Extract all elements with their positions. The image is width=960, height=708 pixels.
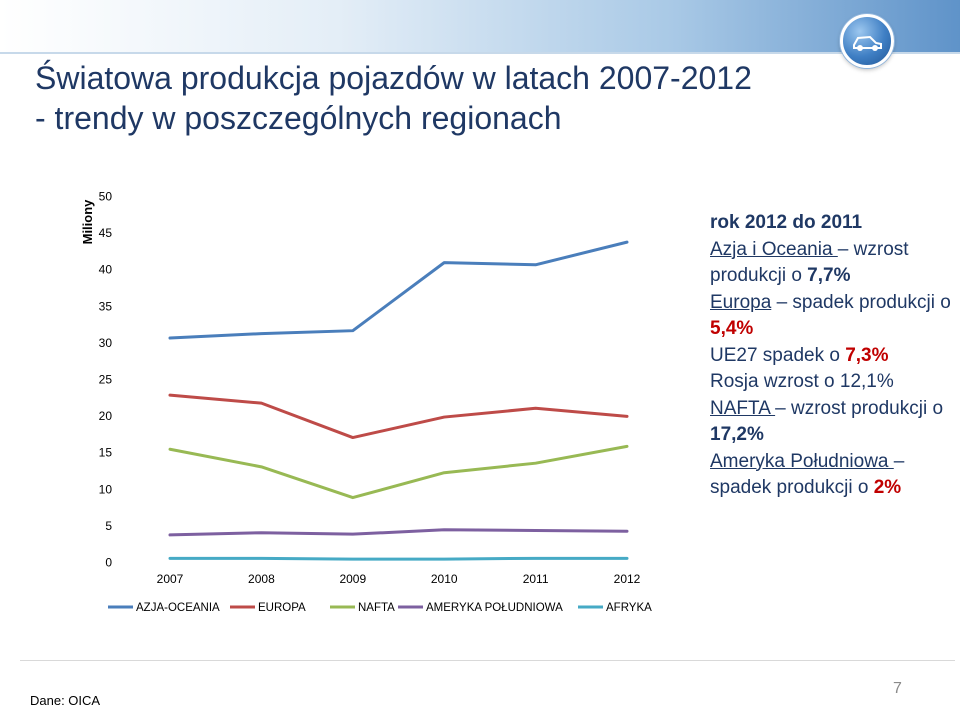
- summary-azja-rest: wzrost produkcji o: [710, 238, 909, 287]
- legend-label: AMERYKA POŁUDNIOWA: [426, 602, 563, 614]
- y-tick-label: 35: [99, 299, 113, 313]
- series-line: [168, 528, 629, 537]
- summary-azja-dash: –: [837, 238, 849, 260]
- footer-divider: [20, 660, 955, 661]
- summary-ameryka: Ameryka Południowa – spadek produkcji o …: [710, 449, 955, 502]
- x-tick-label: 2011: [523, 572, 549, 586]
- summary-europa-pct: 5,4%: [710, 318, 754, 339]
- summary-europa-rest: spadek produkcji o: [787, 291, 951, 313]
- top-banner: [0, 0, 960, 52]
- slide-title-line-2: - trendy w poszczególnych regionach: [35, 100, 562, 136]
- summary-azja-name: Azja i Oceania: [710, 238, 838, 260]
- summary-nafta-name: NAFTA: [710, 397, 776, 419]
- series-line: [168, 444, 629, 500]
- summary-ue27-text: UE27 spadek o: [710, 344, 846, 366]
- summary-nafta-rest: wzrost produkcji o: [785, 397, 944, 419]
- legend-label: EUROPA: [258, 602, 306, 614]
- y-tick-label: 20: [99, 409, 113, 423]
- y-axis-label: Miliony: [80, 199, 95, 245]
- summary-heading: rok 2012 do 2011: [710, 212, 863, 233]
- slide-title: Światowa produkcja pojazdów w latach 200…: [35, 58, 835, 138]
- y-tick-label: 40: [99, 263, 113, 277]
- summary-nafta-pct: 17,2%: [710, 424, 764, 445]
- legend-label: NAFTA: [358, 602, 395, 614]
- top-banner-divider: [0, 52, 960, 54]
- summary-rosja: Rosja wzrost o 12,1%: [710, 371, 894, 392]
- summary-azja-pct: 7,7%: [807, 265, 851, 286]
- slide-title-line-1: Światowa produkcja pojazdów w latach 200…: [35, 60, 752, 96]
- y-tick-label: 25: [99, 373, 113, 387]
- x-tick-label: 2008: [248, 572, 275, 586]
- summary-ue27-pct: 7,3%: [845, 344, 889, 366]
- car-logo-icon: [840, 14, 894, 68]
- y-tick-label: 5: [105, 519, 112, 533]
- x-tick-label: 2010: [431, 572, 458, 586]
- y-tick-label: 45: [99, 226, 113, 240]
- page-number: 7: [893, 680, 902, 697]
- summary-ameryka-dash: –: [893, 450, 905, 472]
- series-line: [168, 393, 629, 440]
- summary-nafta-dash: –: [775, 397, 786, 419]
- summary-ue27: UE27 spadek o 7,3%: [710, 343, 955, 370]
- summary-europa: Europa – spadek produkcji o 5,4%: [710, 290, 955, 343]
- y-tick-label: 30: [99, 336, 113, 350]
- source-note: Dane: OICA: [30, 693, 101, 708]
- y-tick-label: 50: [99, 190, 113, 204]
- series-line: [168, 240, 629, 340]
- x-tick-label: 2009: [339, 572, 366, 586]
- y-tick-label: 0: [105, 556, 112, 570]
- x-tick-label: 2007: [157, 572, 184, 586]
- legend-label: AZJA-OCEANIA: [136, 602, 220, 614]
- summary-ameryka-name: Ameryka Południowa: [710, 450, 894, 472]
- series-line: [168, 556, 629, 561]
- summary-ameryka-rest: spadek produkcji o: [710, 477, 874, 498]
- summary-europa-dash: –: [776, 291, 788, 313]
- car-logo-glyph: [853, 35, 882, 51]
- summary-ameryka-pct: 2%: [873, 477, 902, 498]
- x-tick-label: 2012: [614, 572, 641, 586]
- legend-label: AFRYKA: [606, 602, 652, 614]
- summary-europa-name: Europa: [710, 291, 772, 313]
- summary-text: rok 2012 do 2011 Azja i Oceania – wzrost…: [710, 210, 955, 502]
- y-tick-label: 10: [99, 482, 113, 496]
- y-tick-label: 15: [99, 446, 113, 460]
- summary-azja: Azja i Oceania – wzrost produkcji o 7,7%: [710, 237, 955, 290]
- summary-nafta: NAFTA – wzrost produkcji o 17,2%: [710, 396, 955, 449]
